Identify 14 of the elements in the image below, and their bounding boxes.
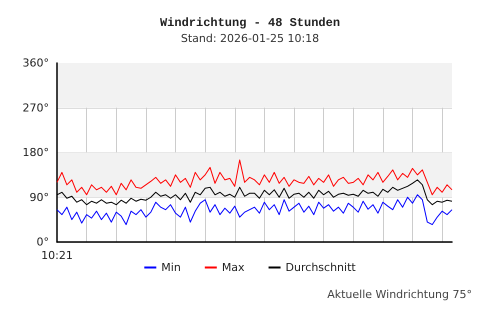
legend-label: Durchschnitt <box>286 261 356 274</box>
chart-subtitle: Stand: 2026-01-25 10:18 <box>180 32 320 45</box>
y-tick-label: 270° <box>22 101 49 114</box>
line-series <box>56 194 452 226</box>
y-tick-label: 0° <box>36 236 49 248</box>
legend-label: Min <box>161 261 181 274</box>
chart-title: Windrichtung - 48 Stunden <box>160 16 340 30</box>
x-tick-label: 10:21 <box>41 249 73 262</box>
y-tick-label: 360° <box>22 56 49 70</box>
y-tick-label: 180° <box>22 146 49 159</box>
text: Aktuelle Windrichtung 75° <box>327 288 472 301</box>
line-series <box>56 159 452 196</box>
y-tick-label: 90° <box>30 190 49 204</box>
legend-label: Max <box>222 261 246 274</box>
